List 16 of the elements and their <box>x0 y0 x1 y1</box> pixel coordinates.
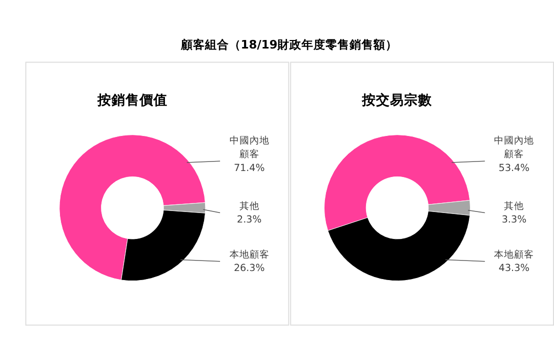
data-label: 43.3% <box>498 263 530 274</box>
slice-label: 中國內地顧客 <box>494 134 534 160</box>
slice-label: 中國內地顧客 <box>229 134 270 160</box>
slice-label: 本地顧客 <box>494 248 534 260</box>
data-label: 71.4% <box>234 162 265 174</box>
text: 顧客組合（18/19財政年度零售銷售額） <box>180 38 398 52</box>
chart-title: 按銷售價值 <box>96 92 168 109</box>
slice-label: 本地顧客 <box>229 248 270 260</box>
slice-label: 其他 <box>239 200 260 212</box>
donut-slice <box>59 134 206 280</box>
data-label: 26.3% <box>234 263 265 274</box>
data-label: 53.4% <box>498 162 530 174</box>
data-label: 3.3% <box>502 214 526 226</box>
slice-label: 其他 <box>504 200 524 212</box>
chart-title: 按交易宗數 <box>361 92 434 109</box>
data-label: 2.3% <box>236 214 262 226</box>
